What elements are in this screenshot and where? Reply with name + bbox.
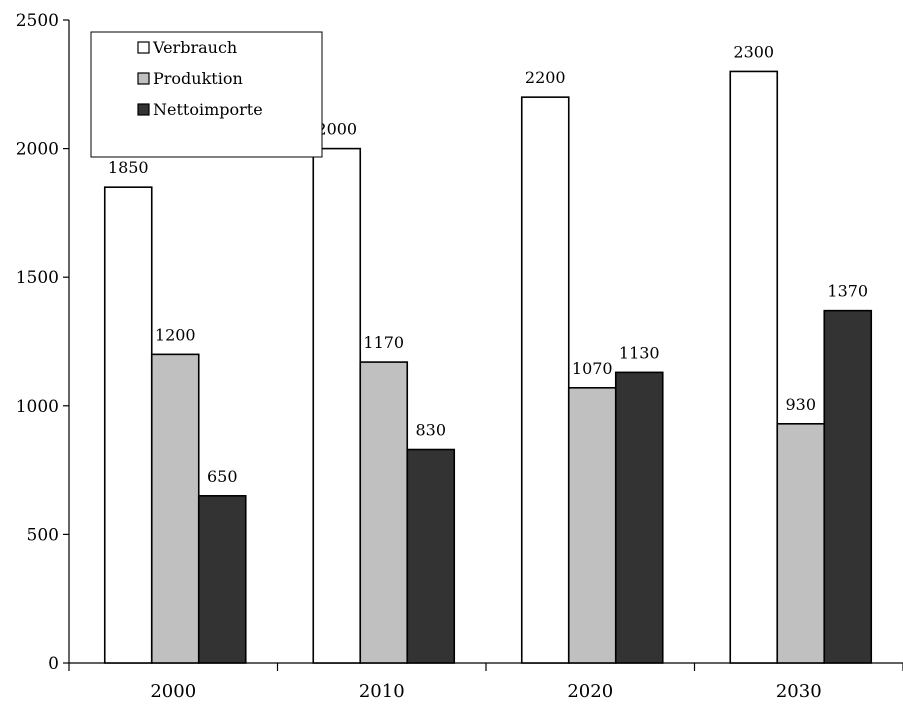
bars: [103, 70, 873, 664]
data-label: 2000: [316, 120, 357, 139]
bar-nettoimporte-2030: [823, 309, 873, 664]
x-tick-label: 2030: [776, 681, 822, 702]
legend-box: [90, 31, 323, 158]
legend-swatch: [137, 103, 150, 116]
bar-produktion-2000: [150, 353, 200, 664]
y-tick-label: 1500: [16, 268, 59, 288]
legend: Verbrauch Produktion Nettoimporte: [90, 31, 323, 158]
bar-produktion-2010: [359, 361, 409, 664]
legend-label: Nettoimporte: [153, 100, 263, 119]
legend-swatch: [137, 72, 150, 85]
bar-nettoimporte-2010: [406, 448, 456, 664]
x-tick-label: 2000: [150, 681, 196, 702]
bar-produktion-2020: [567, 386, 617, 664]
data-labels: 1850 1200 650 2000 1170 830 2200 1070 1130 2300 93…: [108, 42, 868, 485]
data-label: 650: [207, 467, 238, 486]
data-label: 2300: [733, 42, 774, 61]
data-label: 1170: [363, 333, 404, 352]
bar-nettoimporte-2000: [197, 495, 247, 664]
data-label: 1070: [572, 359, 613, 378]
axes: 0 500 1000 1500 2000 2500 2000 2010 2020 2030: [16, 11, 903, 702]
bar-verbrauch-2000: [103, 186, 153, 664]
data-label: 1130: [619, 343, 660, 362]
legend-swatch: [137, 41, 150, 54]
data-label: 1200: [155, 325, 196, 344]
y-tick-label: 1000: [16, 397, 59, 417]
bar-verbrauch-2020: [520, 96, 570, 664]
x-tick-label: 2020: [567, 681, 613, 702]
y-tick-label: 2500: [16, 11, 59, 31]
y-tick-label: 500: [27, 525, 59, 545]
data-label: 1850: [108, 158, 149, 177]
x-tick-label: 2010: [359, 681, 405, 702]
data-label: 830: [415, 421, 446, 440]
data-label: 930: [785, 395, 816, 414]
data-label: 2200: [525, 68, 566, 87]
data-label: 1370: [827, 282, 868, 301]
bar-verbrauch-2030: [729, 70, 779, 664]
legend-label: Produktion: [153, 69, 243, 88]
legend-label: Verbrauch: [152, 38, 237, 57]
bar-produktion-2030: [776, 423, 826, 664]
y-tick-label: 2000: [16, 140, 59, 160]
bar-verbrauch-2010: [312, 147, 362, 664]
bar-nettoimporte-2020: [614, 371, 664, 664]
y-tick-label: 0: [48, 654, 59, 674]
